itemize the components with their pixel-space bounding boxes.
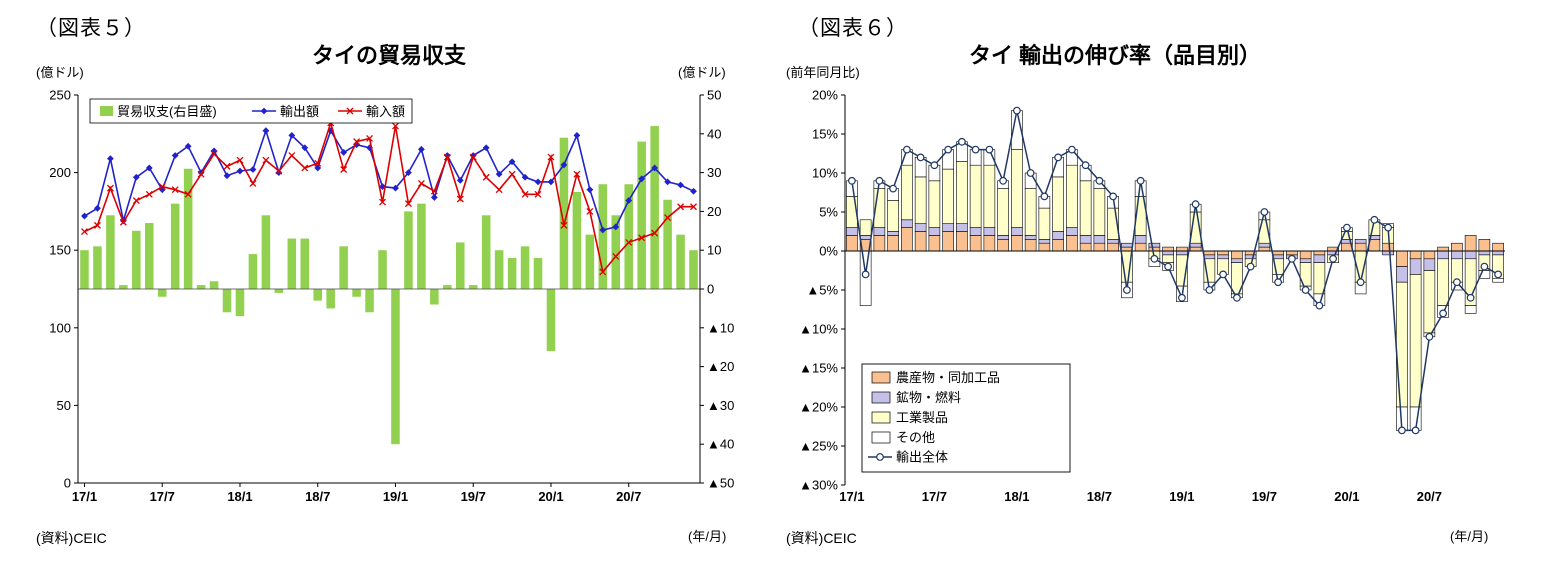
svg-text:工業製品: 工業製品: [896, 410, 948, 425]
svg-text:20/7: 20/7: [616, 489, 641, 504]
svg-text:50: 50: [707, 88, 721, 103]
svg-text:20%: 20%: [812, 88, 838, 103]
svg-text:18/7: 18/7: [1087, 489, 1112, 504]
fig5-legend: 貿易収支(右目盛) 輸出額 輸入額: [89, 98, 413, 124]
svg-text:鉱物・燃料: 鉱物・燃料: [896, 390, 961, 405]
svg-text:輸入額: 輸入額: [366, 104, 405, 119]
svg-text:▲20: ▲20: [707, 359, 734, 374]
fig5-left-axis-unit: (億ドル): [36, 65, 84, 80]
svg-text:20: 20: [707, 204, 721, 219]
fig6-source: (資料)CEIC: [786, 530, 857, 546]
svg-text:18/1: 18/1: [227, 489, 252, 504]
imports-line: [81, 119, 697, 276]
fig6-y-axis-unit: (前年同月比): [786, 65, 860, 80]
svg-text:▲5%: ▲5%: [806, 283, 838, 298]
svg-text:100: 100: [49, 320, 71, 335]
svg-text:200: 200: [49, 165, 71, 180]
svg-text:5%: 5%: [819, 205, 838, 220]
svg-text:貿易収支(右目盛): 貿易収支(右目盛): [117, 104, 217, 119]
fig6-axis-ticks-labels: 20% 15% 10% 5% 0% ▲5% ▲10% ▲15% ▲20% ▲25% ▲30%17/1…: [799, 88, 1442, 505]
svg-text:19/7: 19/7: [1252, 489, 1277, 504]
svg-text:50: 50: [57, 398, 71, 413]
exports-line: [81, 127, 697, 234]
svg-text:40: 40: [707, 126, 721, 141]
svg-text:20/7: 20/7: [1417, 489, 1442, 504]
figure-6-label: （図表６）: [798, 17, 908, 40]
figure-6-title: タイ 輸出の伸び率（品目別）: [968, 43, 1262, 68]
svg-text:19/1: 19/1: [1169, 489, 1194, 504]
svg-text:18/1: 18/1: [1004, 489, 1029, 504]
svg-text:農産物・同加工品: 農産物・同加工品: [896, 370, 1000, 385]
svg-text:▲30%: ▲30%: [799, 478, 838, 493]
svg-text:17/7: 17/7: [150, 489, 175, 504]
svg-text:0%: 0%: [819, 244, 838, 259]
svg-text:18/7: 18/7: [305, 489, 330, 504]
svg-text:10: 10: [707, 243, 721, 258]
svg-text:▲20%: ▲20%: [799, 400, 838, 415]
svg-text:20/1: 20/1: [538, 489, 563, 504]
svg-text:30: 30: [707, 165, 721, 180]
svg-text:▲40: ▲40: [707, 437, 734, 452]
svg-text:19/1: 19/1: [383, 489, 408, 504]
svg-text:10%: 10%: [812, 166, 838, 181]
svg-text:17/1: 17/1: [72, 489, 97, 504]
svg-text:▲10%: ▲10%: [799, 322, 838, 337]
fig5-source: (資料)CEIC: [36, 530, 107, 546]
fig5-x-axis-note: (年/月): [688, 529, 727, 544]
svg-text:▲50: ▲50: [707, 476, 734, 491]
figure-5-title: タイの貿易収支: [311, 43, 466, 68]
figure-5-label: （図表５）: [36, 17, 146, 40]
total-exports-line: [847, 106, 1502, 435]
svg-text:その他: その他: [896, 430, 935, 445]
svg-text:0: 0: [707, 282, 714, 297]
svg-text:▲25%: ▲25%: [799, 439, 838, 454]
fig5-right-axis-unit: (億ドル): [678, 65, 726, 80]
svg-text:17/1: 17/1: [839, 489, 864, 504]
svg-text:輸出額: 輸出額: [280, 104, 319, 119]
svg-text:輸出全体: 輸出全体: [896, 450, 948, 465]
fig6-plot-area: 20% 15% 10% 5% 0% ▲5% ▲10% ▲15% ▲20% ▲25% ▲30%17/1…: [799, 88, 1505, 505]
svg-text:▲30: ▲30: [707, 398, 734, 413]
svg-text:19/7: 19/7: [461, 489, 486, 504]
svg-text:0: 0: [64, 476, 71, 491]
svg-text:17/7: 17/7: [922, 489, 947, 504]
svg-text:▲10: ▲10: [707, 320, 734, 335]
svg-text:15%: 15%: [812, 127, 838, 142]
svg-text:250: 250: [49, 88, 71, 103]
svg-text:▲15%: ▲15%: [799, 361, 838, 376]
svg-text:20/1: 20/1: [1334, 489, 1359, 504]
fig6-x-axis-note: (年/月): [1450, 529, 1489, 544]
trade-balance-bars: [80, 126, 698, 445]
svg-text:150: 150: [49, 243, 71, 258]
